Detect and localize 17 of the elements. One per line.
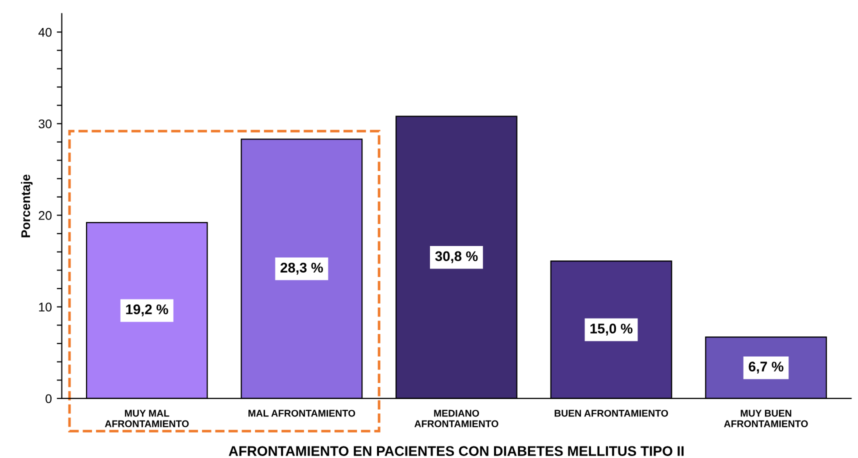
x-axis-title: AFRONTAMIENTO EN PACIENTES CON DIABETES MELLITUS TIPO II [228, 446, 684, 456]
y-tick-label: 0 [46, 394, 52, 404]
x-tick-label: MUY MAL AFRONTAMIENTO [104, 410, 189, 428]
data-label: 19,2 % [126, 304, 168, 316]
x-tick-label: MAL AFRONTAMIENTO [248, 410, 356, 417]
y-tick-label: 10 [39, 302, 52, 312]
y-axis-title: Porcentaje [20, 174, 33, 238]
x-tick-label: MUY BUEN AFRONTAMIENTO [724, 410, 808, 428]
y-tick-label: 20 [38, 211, 52, 220]
y-tick-label: 30 [38, 119, 52, 128]
data-label: 30,8 % [435, 251, 478, 264]
data-label: 6,7 % [748, 362, 784, 374]
x-tick-label: MEDIANO AFRONTAMIENTO [414, 410, 498, 428]
y-tick-label: 40 [38, 28, 52, 37]
x-tick-label: BUEN AFRONTAMIENTO [554, 410, 668, 417]
data-label: 28,3 % [280, 262, 323, 275]
data-label: 15,0 % [590, 324, 632, 336]
